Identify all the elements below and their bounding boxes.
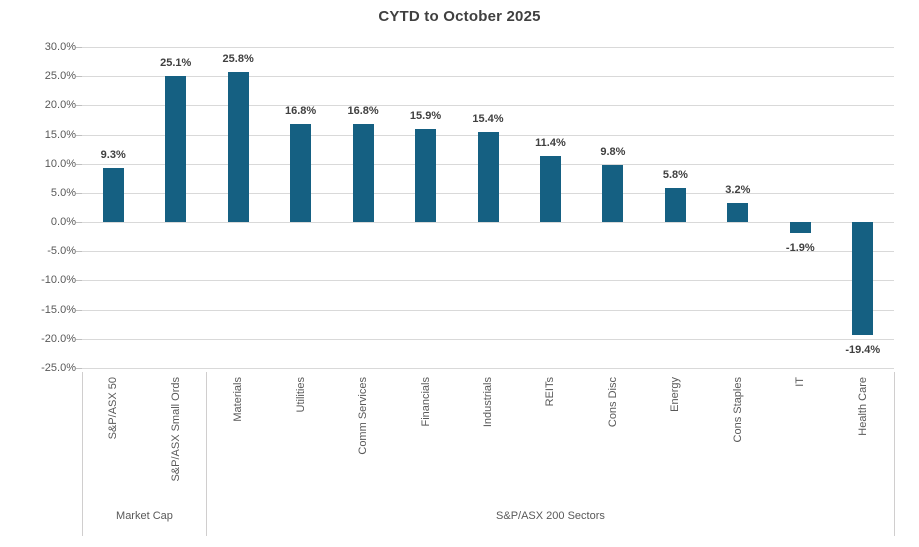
y-axis-tick: [76, 134, 82, 136]
data-label: 11.4%: [535, 136, 566, 149]
y-axis-tick: [76, 192, 82, 194]
category-label: Cons Staples: [731, 377, 744, 443]
y-axis-label: 10.0%: [44, 157, 76, 170]
category-label: S&P/ASX Small Ords: [169, 377, 182, 482]
category-label-cell: Cons Disc: [603, 377, 623, 506]
data-label: 3.2%: [725, 184, 751, 197]
y-axis-tick: [76, 105, 82, 107]
y-axis-label: 20.0%: [44, 99, 76, 112]
y-axis-label: 15.0%: [44, 128, 76, 141]
data-label: -1.9%: [785, 242, 815, 255]
data-label: 15.4%: [472, 113, 504, 126]
y-axis-tick: [76, 309, 82, 311]
y-axis-label: -20.0%: [41, 332, 76, 345]
data-label: -19.4%: [845, 344, 881, 357]
data-label: 15.9%: [409, 110, 442, 123]
gridline: [82, 105, 894, 107]
y-axis-label: -5.0%: [47, 245, 76, 258]
category-label: Health Care: [856, 377, 869, 436]
y-axis-tick: [76, 222, 82, 224]
bar[interactable]: [664, 188, 686, 223]
bar[interactable]: [415, 129, 437, 223]
y-axis-tick: [76, 76, 82, 78]
category-label-cell: Industrials: [478, 377, 498, 506]
category-label: Financials: [419, 377, 432, 427]
gridline: [82, 47, 894, 48]
y-axis-tick: [76, 338, 82, 340]
category-label-cell: Cons Staples: [728, 377, 748, 506]
bar[interactable]: [290, 124, 312, 223]
category-label: Comm Services: [357, 377, 370, 455]
gridline: [82, 251, 894, 253]
gridline: [82, 338, 894, 340]
data-label: 9.3%: [100, 148, 126, 161]
y-axis-label: 25.0%: [44, 70, 76, 83]
bar[interactable]: [165, 75, 187, 223]
y-axis-label: 30.0%: [44, 41, 76, 53]
y-axis-tick: [76, 280, 82, 282]
axis-group-label: Market Cap: [116, 510, 173, 522]
category-label: S&P/ASX 50: [107, 377, 120, 440]
y-axis-tick: [76, 47, 82, 48]
y-axis-label: 5.0%: [50, 186, 76, 199]
bar[interactable]: [602, 164, 624, 223]
bar[interactable]: [227, 71, 249, 223]
gridline: [82, 76, 894, 78]
y-axis-tick: [76, 368, 82, 369]
category-label-cell: Comm Services: [353, 377, 373, 506]
category-label-cell: Utilities: [291, 377, 311, 506]
chart-title: CYTD to October 2025: [378, 8, 541, 25]
category-label-cell: S&P/ASX 50: [103, 377, 123, 506]
axis-group-divider: [81, 372, 83, 536]
y-axis-tick: [76, 251, 82, 253]
bar[interactable]: [102, 167, 124, 223]
axis-group-label: S&P/ASX 200 Sectors: [496, 510, 605, 522]
category-label: Utilities: [294, 377, 307, 413]
y-axis-label: 0.0%: [50, 216, 76, 229]
y-axis-label: -25.0%: [41, 362, 76, 374]
category-label: IT: [794, 377, 807, 387]
data-label: 5.8%: [662, 169, 688, 182]
gridline: [82, 309, 894, 311]
category-label: Cons Disc: [606, 377, 619, 428]
y-axis-tick: [76, 163, 82, 165]
y-axis-label: -15.0%: [41, 303, 76, 316]
data-label: 25.8%: [222, 52, 254, 65]
axis-group-divider: [893, 372, 895, 536]
data-label: 25.1%: [160, 56, 192, 69]
y-axis-label: -10.0%: [41, 274, 76, 287]
category-label: Materials: [232, 377, 245, 422]
bar[interactable]: [352, 124, 374, 223]
category-label: Energy: [669, 377, 682, 412]
bar[interactable]: [539, 155, 561, 223]
bar[interactable]: [852, 222, 874, 336]
category-label-cell: Materials: [228, 377, 248, 506]
data-label: 16.8%: [347, 105, 379, 118]
category-label-cell: Financials: [416, 377, 436, 506]
category-label: REITs: [544, 377, 557, 407]
category-label: Industrials: [482, 377, 494, 428]
bar[interactable]: [789, 222, 811, 234]
bar[interactable]: [477, 132, 499, 223]
category-label-cell: REITs: [540, 377, 560, 506]
bar[interactable]: [727, 203, 749, 223]
category-label-cell: Energy: [665, 377, 685, 506]
category-label-cell: Health Care: [853, 377, 873, 506]
gridline: [82, 222, 894, 224]
category-label-cell: IT: [790, 377, 810, 506]
axis-group-divider: [206, 372, 208, 536]
data-label: 16.8%: [285, 105, 317, 118]
data-label: 9.8%: [600, 145, 626, 158]
category-label-cell: S&P/ASX Small Ords: [166, 377, 186, 506]
gridline: [82, 280, 894, 282]
gridline: [82, 368, 894, 369]
